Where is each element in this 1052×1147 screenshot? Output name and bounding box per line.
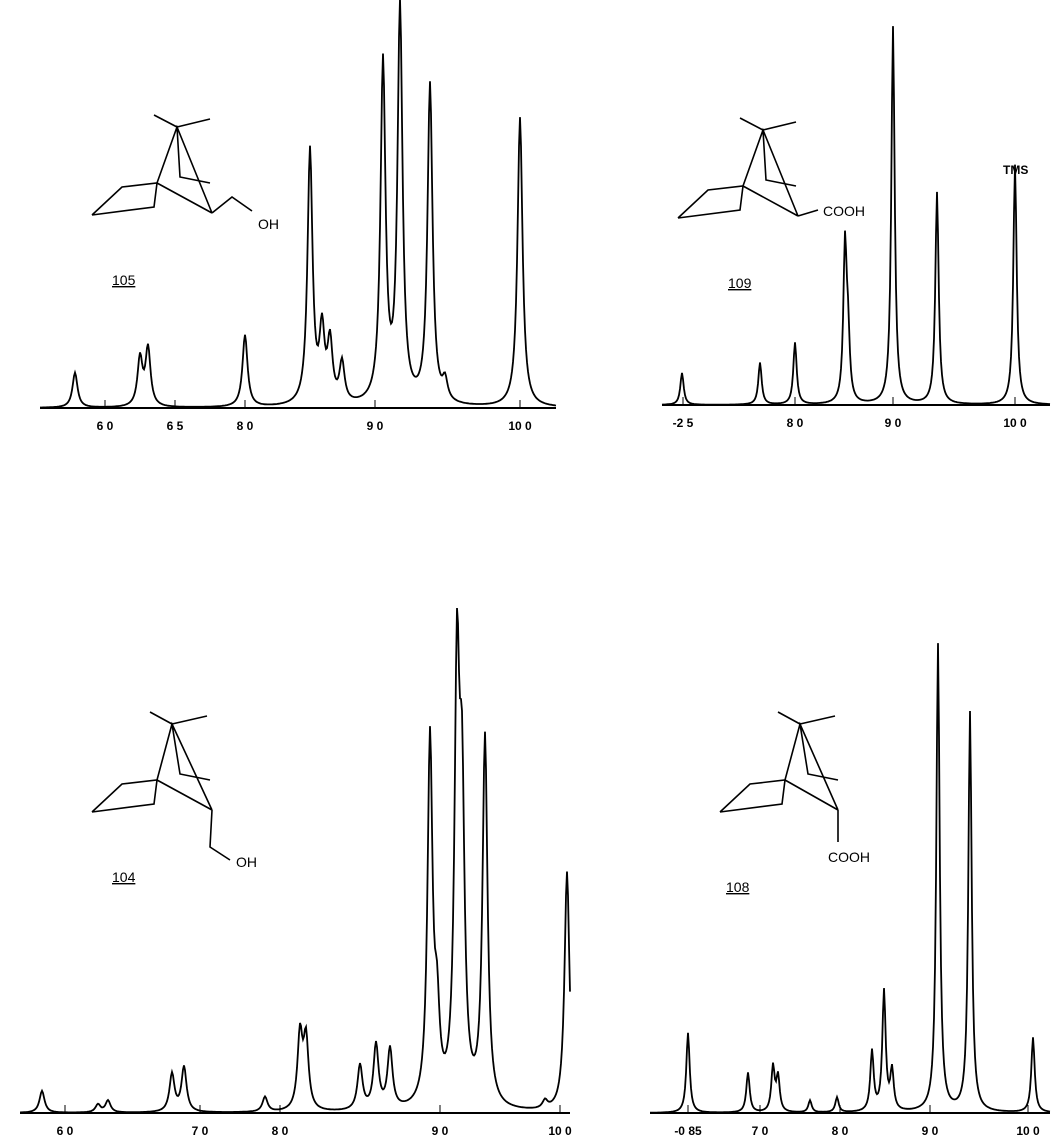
group-label: COOH: [828, 849, 870, 865]
group-label: COOH: [823, 203, 865, 219]
tick-label: 10 0: [1003, 416, 1027, 430]
spectrum-trace: [20, 607, 571, 1114]
spectrum-trace: [40, 0, 557, 409]
structure: COOH 108: [719, 711, 870, 895]
group-label: OH: [258, 216, 279, 232]
compound-number: 108: [726, 879, 750, 895]
structure: COOH 109 TMS: [677, 117, 1028, 291]
tick-label: 6 0: [97, 419, 114, 433]
tick-label: -0 85: [674, 1124, 702, 1138]
tick-label: 9 0: [432, 1124, 449, 1138]
tick-label: 10 0: [1016, 1124, 1040, 1138]
tick-label: 9 0: [367, 419, 384, 433]
compound-number: 105: [112, 272, 136, 288]
compound-number: 109: [728, 275, 752, 291]
structure: OH 104: [91, 711, 257, 885]
tick-label: 7 0: [192, 1124, 209, 1138]
spectrum-trace: [650, 643, 1051, 1114]
tick-label: -2 5: [673, 416, 694, 430]
tick-label: 6 0: [57, 1124, 74, 1138]
tick-label: 7 0: [752, 1124, 769, 1138]
tick-label: 8 0: [272, 1124, 289, 1138]
tick-label: 9 0: [885, 416, 902, 430]
structure: OH 105: [91, 114, 279, 288]
compound-number: 104: [112, 869, 136, 885]
tick-label: 8 0: [787, 416, 804, 430]
tick-label: 10 0: [508, 419, 532, 433]
tick-label: 8 0: [832, 1124, 849, 1138]
tick-label: 9 0: [922, 1124, 939, 1138]
tick-label: 10 0: [548, 1124, 572, 1138]
tick-label: 6 5: [167, 419, 184, 433]
tick-label: 8 0: [237, 419, 254, 433]
group-label: OH: [236, 854, 257, 870]
